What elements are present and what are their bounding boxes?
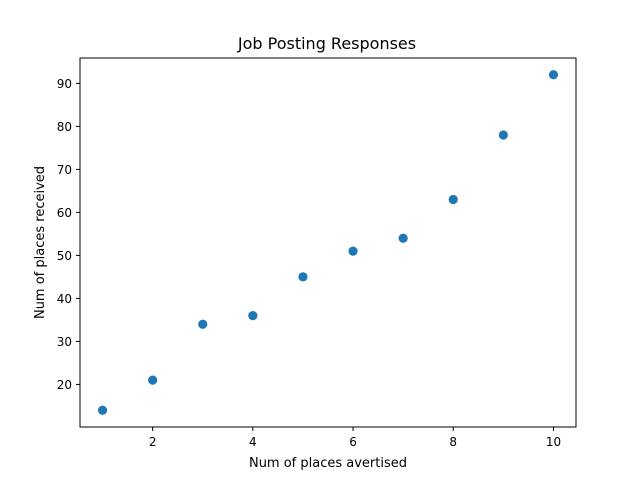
data-point: [448, 194, 458, 205]
x-axis-label: Num of places avertised: [249, 456, 407, 471]
y-tick-label: 50: [57, 249, 72, 263]
data-point: [398, 233, 408, 243]
plot-area-frame: [79, 57, 577, 428]
data-points: [97, 70, 559, 415]
y-tick-label: 60: [57, 206, 72, 220]
data-point: [148, 375, 158, 385]
data-point: [248, 311, 258, 321]
y-tick-label: 20: [57, 378, 72, 392]
data-point: [498, 130, 508, 140]
chart-title: Job Posting Responses: [237, 34, 416, 53]
y-tick-label: 40: [57, 292, 72, 306]
y-tick-label: 90: [57, 77, 72, 91]
data-point: [198, 319, 208, 329]
x-tick-label: 2: [149, 435, 157, 449]
y-tick-label: 30: [57, 335, 72, 349]
data-point: [298, 272, 308, 282]
x-tick-label: 10: [546, 435, 561, 449]
x-tick-label: 6: [349, 435, 357, 449]
y-axis-ticks: 20 30 40 50 60 70 80 90: [57, 77, 80, 392]
data-point: [348, 246, 358, 256]
data-point: [97, 405, 108, 415]
y-tick-label: 80: [57, 120, 72, 134]
y-tick-label: 70: [57, 163, 72, 177]
y-axis-label: Num of places received: [33, 166, 48, 319]
x-tick-label: 4: [249, 435, 257, 449]
x-tick-label: 8: [449, 435, 457, 449]
x-axis-ticks: 2 4 6 8 10: [149, 427, 561, 449]
data-point: [548, 70, 559, 80]
